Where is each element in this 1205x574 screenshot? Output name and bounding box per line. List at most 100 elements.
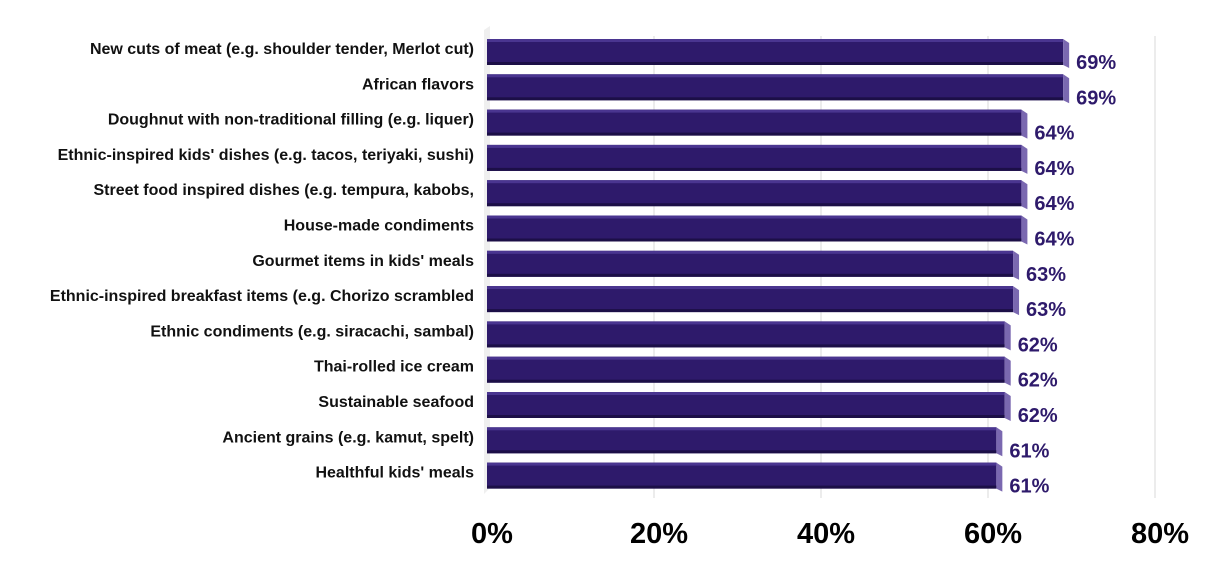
category-label: New cuts of meat (e.g. shoulder tender, …: [90, 41, 474, 58]
data-label: 61%: [1009, 440, 1049, 462]
bar-front: [487, 392, 1005, 418]
data-label: 69%: [1076, 52, 1116, 74]
bar-side: [1063, 74, 1070, 104]
bar: [487, 39, 1070, 68]
category-label: Ethnic-inspired breakfast items (e.g. Ch…: [50, 288, 474, 305]
category-label: House-made condiments: [284, 218, 474, 235]
category-label: Ethnic-inspired kids' dishes (e.g. tacos…: [58, 147, 474, 164]
bar-top: [487, 356, 1005, 360]
bar-top: [487, 321, 1005, 325]
category-label: African flavors: [362, 76, 474, 93]
category-label: Ancient grains (e.g. kamut, spelt): [222, 429, 474, 446]
bar-top: [487, 427, 997, 431]
bar-bottom: [487, 485, 997, 489]
bar-top: [487, 74, 1064, 78]
bar-top: [487, 144, 1022, 148]
bar-front: [487, 286, 1014, 313]
data-label: 64%: [1034, 229, 1074, 251]
x-axis-ticks: 0% 20% 40% 60% 80%: [471, 518, 1189, 550]
bar-bottom: [487, 309, 1014, 313]
bar-front: [487, 180, 1022, 207]
bar-side: [1021, 215, 1028, 245]
bar: [487, 427, 1003, 457]
bar-front: [487, 462, 997, 489]
bar-top: [487, 250, 1014, 254]
bar-side: [996, 427, 1003, 457]
bar-top: [487, 180, 1022, 184]
bar: [487, 74, 1070, 104]
bar-bottom: [487, 62, 1064, 65]
bar: [487, 215, 1028, 245]
bar-side: [1021, 144, 1028, 174]
category-label: Gourmet items in kids' meals: [252, 253, 474, 270]
bar-side: [1063, 39, 1070, 68]
bar-side: [1021, 180, 1028, 210]
bar-bottom: [487, 97, 1064, 101]
bar-bottom: [487, 344, 1005, 348]
category-label: Doughnut with non-traditional filling (e…: [108, 112, 474, 129]
category-labels: New cuts of meat (e.g. shoulder tender, …: [50, 41, 474, 482]
data-label: 62%: [1018, 370, 1058, 392]
bar-bottom: [487, 238, 1022, 242]
x-tick-label: 0%: [471, 518, 513, 550]
bar-side: [1021, 109, 1028, 139]
category-label: Ethnic condiments (e.g. siracachi, samba…: [150, 323, 474, 340]
data-label: 62%: [1018, 334, 1058, 356]
bar-top: [487, 39, 1064, 42]
bar-bottom: [487, 273, 1014, 277]
bar-bottom: [487, 415, 1005, 418]
bar-top: [487, 462, 997, 466]
x-tick-label: 80%: [1131, 518, 1189, 550]
category-label: Thai-rolled ice cream: [314, 359, 474, 376]
bar-front: [487, 427, 997, 454]
data-label: 69%: [1076, 87, 1116, 109]
data-labels: 69%69%64%64%64%64%63%63%62%62%62%61%61%: [1009, 52, 1116, 498]
x-tick-label: 20%: [630, 518, 688, 550]
data-label: 61%: [1009, 476, 1049, 498]
bar-top: [487, 109, 1022, 113]
bar-bottom: [487, 450, 997, 454]
bar: [487, 462, 1003, 492]
category-label: Healthful kids' meals: [315, 465, 474, 482]
bar-front: [487, 215, 1022, 242]
bar-front: [487, 250, 1014, 277]
bar-front: [487, 356, 1005, 383]
bar-top: [487, 392, 1005, 395]
bar-front: [487, 39, 1064, 65]
bar-side: [996, 462, 1003, 492]
bar-top: [487, 215, 1022, 219]
bar-side: [1013, 286, 1020, 316]
bar-bottom: [487, 167, 1022, 171]
bar-bottom: [487, 379, 1005, 383]
bar: [487, 286, 1020, 316]
bar: [487, 109, 1028, 139]
bar-side: [1004, 392, 1011, 421]
data-label: 64%: [1034, 158, 1074, 180]
bar-top: [487, 286, 1014, 290]
x-tick-label: 40%: [797, 518, 855, 550]
bar: [487, 250, 1020, 280]
bar: [487, 321, 1011, 351]
bar-front: [487, 109, 1022, 136]
bar-side: [1004, 321, 1011, 351]
bar-front: [487, 321, 1005, 348]
bar-front: [487, 144, 1022, 171]
x-tick-label: 60%: [964, 518, 1022, 550]
bar: [487, 144, 1028, 174]
data-label: 63%: [1026, 264, 1066, 286]
bar: [487, 356, 1011, 386]
bars: [487, 39, 1070, 492]
bar: [487, 392, 1011, 421]
bar-bottom: [487, 203, 1022, 207]
bar-front: [487, 74, 1064, 101]
bar-side: [1004, 356, 1011, 386]
data-label: 63%: [1026, 299, 1066, 321]
bar-bottom: [487, 132, 1022, 136]
category-label: Sustainable seafood: [318, 394, 474, 411]
data-label: 62%: [1018, 405, 1058, 427]
data-label: 64%: [1034, 123, 1074, 145]
bar-side: [1013, 250, 1020, 280]
data-label: 64%: [1034, 193, 1074, 215]
category-label: Street food inspired dishes (e.g. tempur…: [93, 182, 474, 199]
